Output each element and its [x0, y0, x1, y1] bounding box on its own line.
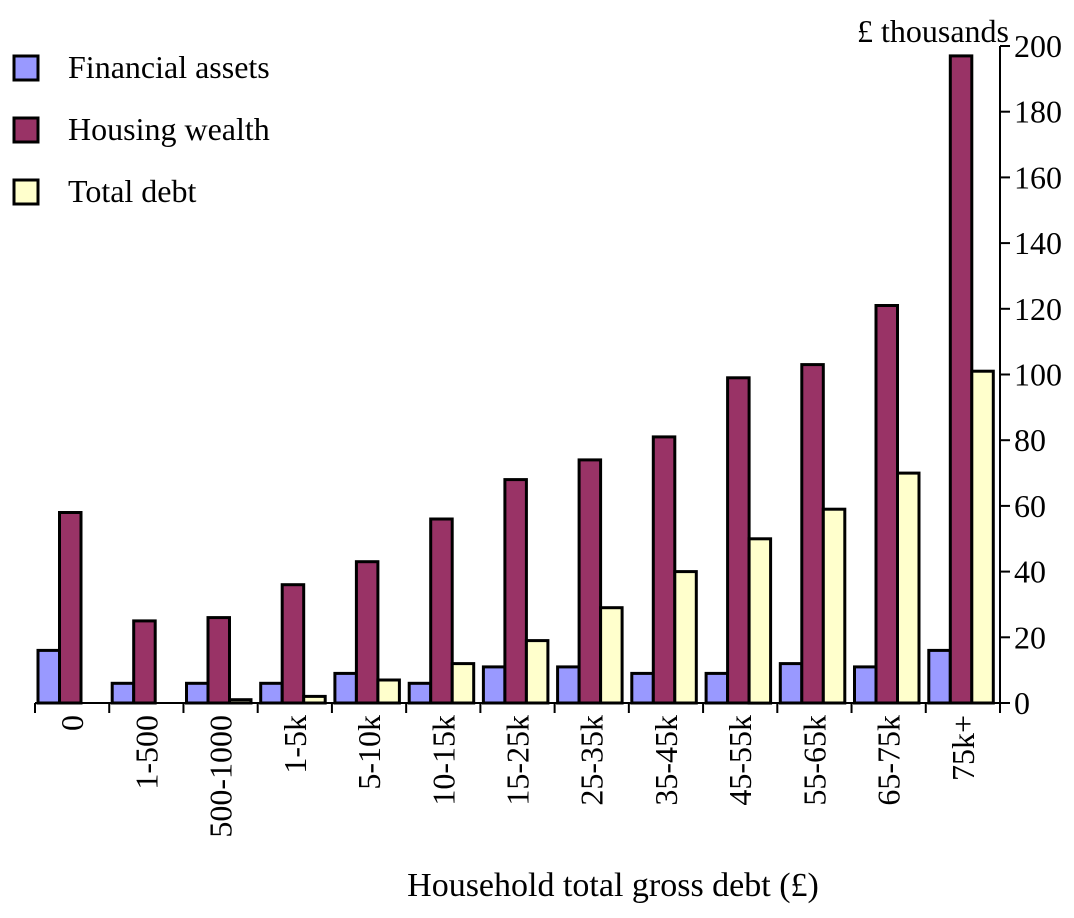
bar-financial-assets-3: [259, 681, 284, 705]
bar-financial-assets-12: [927, 648, 952, 705]
x-tick-label: 1-500: [128, 715, 164, 790]
bar-housing-wealth-7: [577, 458, 603, 705]
legend-swatch-total-debt: [12, 178, 40, 206]
bar-financial-assets-1: [110, 681, 136, 705]
bar-total-debt-7: [599, 606, 624, 705]
bar-financial-assets-0: [36, 648, 61, 705]
bar-financial-assets-11: [853, 665, 878, 705]
x-tick-label: 15-25k: [500, 715, 536, 806]
bar-housing-wealth-8: [651, 435, 677, 705]
y-tick-label: 40: [1014, 554, 1046, 590]
bar-total-debt-10: [821, 507, 847, 705]
x-tick-label: 35-45k: [648, 715, 684, 806]
bar-total-debt-6: [524, 639, 550, 705]
legend-label-total-debt: Total debt: [68, 173, 197, 209]
x-tick-label: 10-15k: [425, 715, 461, 806]
y-tick-label: 0: [1014, 685, 1030, 721]
y-tick-label: 200: [1014, 28, 1062, 64]
bar-housing-wealth-5: [429, 517, 454, 705]
bar-total-debt-4: [376, 678, 401, 705]
bar-total-debt-9: [747, 537, 773, 705]
bars-layer: [36, 54, 995, 705]
x-tick-label: 55-65k: [796, 715, 832, 806]
x-tick-label: 0: [54, 715, 90, 731]
y-tick-label: 160: [1014, 159, 1062, 195]
bar-housing-wealth-12: [948, 54, 974, 705]
bar-financial-assets-2: [185, 681, 210, 705]
bar-total-debt-5: [450, 662, 476, 705]
y-tick-label: 20: [1014, 619, 1046, 655]
x-tick-label: 75k+: [945, 715, 981, 781]
bar-housing-wealth-10: [800, 363, 825, 705]
x-tick-label: 25-35k: [574, 715, 610, 806]
legend: Financial assets Housing wealth Total debt: [12, 49, 270, 209]
legend-swatch-financial-assets: [12, 54, 40, 82]
bar-total-debt-8: [673, 570, 698, 705]
bar-financial-assets-10: [778, 662, 804, 705]
axes: 0 1-500 500-1000 1-5k 5-10k 10-15k 15-25k 25-35…: [34, 28, 1062, 838]
bar-financial-assets-4: [333, 671, 358, 705]
x-tick-label: 45-55k: [722, 715, 758, 806]
y-tick-label: 180: [1014, 94, 1062, 130]
y-tick-label: 120: [1014, 291, 1062, 327]
x-axis-title: Household total gross debt (£): [407, 867, 819, 904]
bar-housing-wealth-11: [874, 304, 899, 705]
bar-housing-wealth-3: [280, 583, 306, 705]
y-axis-unit-label: £ thousands: [857, 13, 1009, 49]
bar-housing-wealth-2: [206, 616, 231, 705]
x-tick-label: 5-10k: [351, 715, 387, 790]
bar-financial-assets-5: [407, 681, 433, 705]
y-tick-label: 140: [1014, 225, 1062, 261]
bar-housing-wealth-9: [726, 376, 751, 705]
x-tick-label: 65-75k: [871, 715, 907, 806]
x-tick-label: 1-5k: [277, 715, 313, 774]
bar-housing-wealth-4: [354, 560, 380, 705]
y-tick-label: 80: [1014, 422, 1046, 458]
bar-housing-wealth-0: [58, 511, 83, 705]
bar-total-debt-11: [896, 471, 921, 705]
bar-financial-assets-9: [704, 671, 730, 705]
x-tick-label: 500-1000: [203, 715, 239, 838]
legend-label-financial-assets: Financial assets: [68, 49, 270, 85]
bar-total-debt-12: [970, 369, 995, 705]
bar-housing-wealth-6: [503, 478, 528, 705]
bar-financial-assets-7: [556, 665, 581, 705]
legend-label-housing-wealth: Housing wealth: [68, 111, 270, 147]
legend-swatch-housing-wealth: [12, 116, 40, 144]
bar-financial-assets-8: [630, 671, 655, 705]
y-tick-label: 100: [1014, 357, 1062, 393]
bar-housing-wealth-1: [132, 619, 157, 705]
bar-financial-assets-6: [481, 665, 507, 705]
y-tick-label: 60: [1014, 488, 1046, 524]
